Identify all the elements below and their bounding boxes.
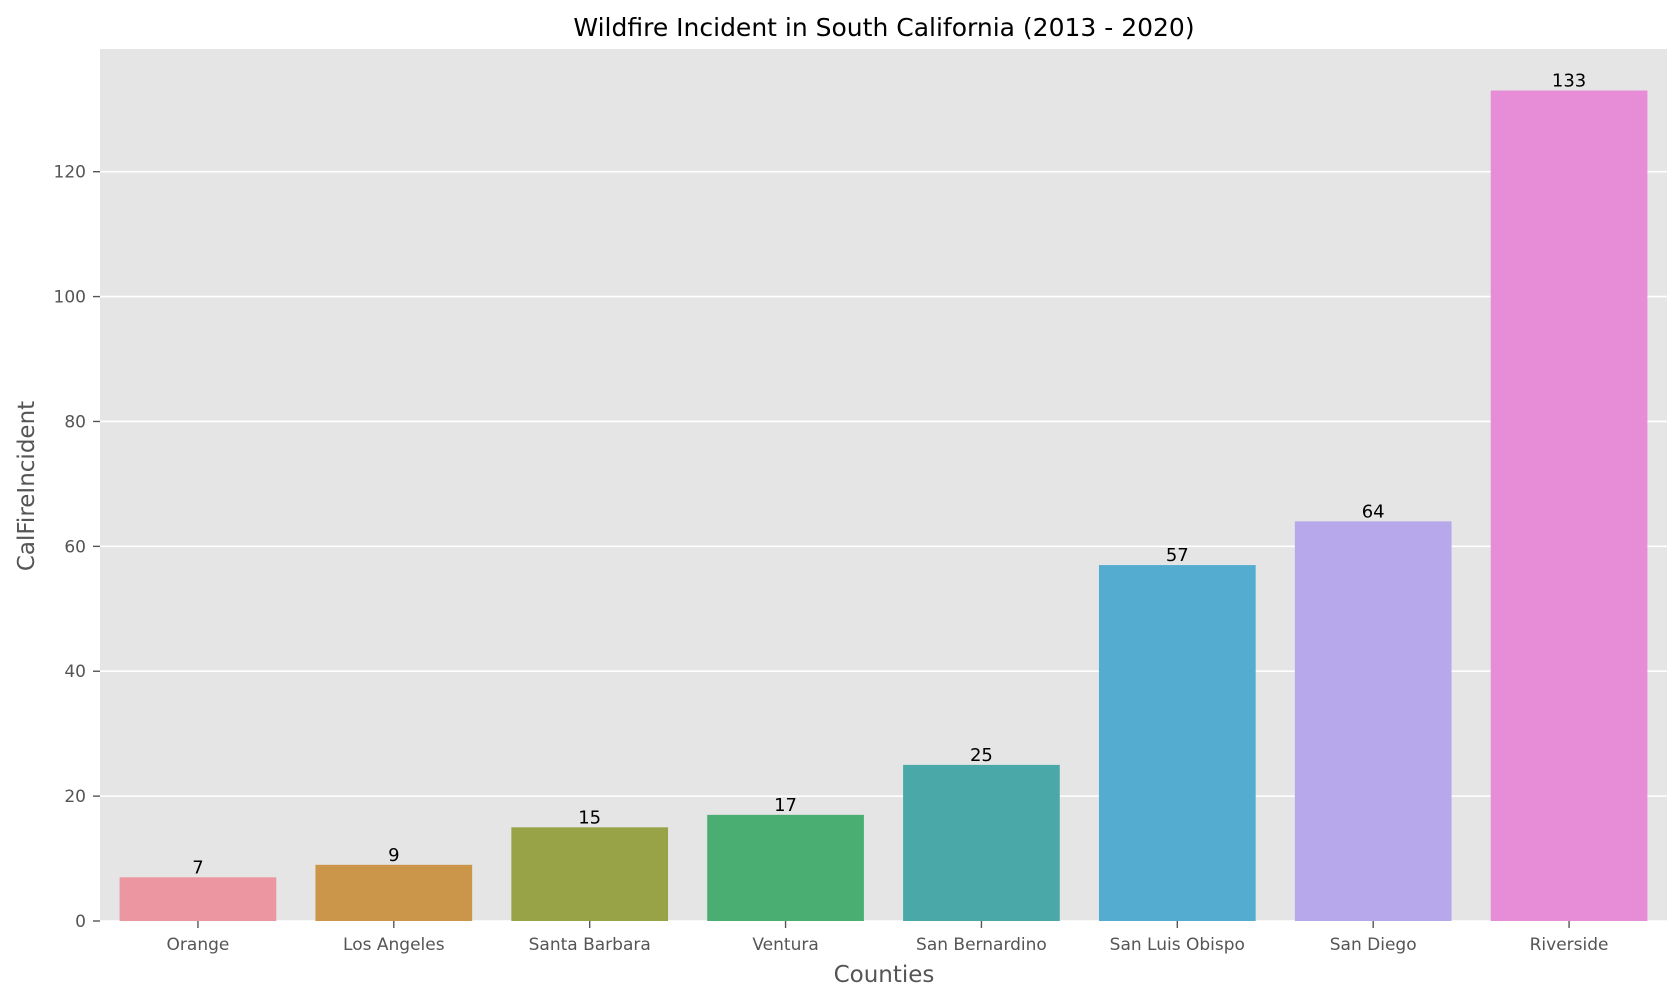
data-label: 133: [1552, 71, 1586, 92]
data-label: 25: [970, 745, 993, 766]
bar-santa-barbara: [511, 827, 669, 921]
data-labels: 7 9 15 17 25 57 64 133: [192, 71, 1586, 879]
data-label: 57: [1166, 545, 1189, 566]
x-tick-label: San Bernardino: [916, 935, 1047, 955]
y-tick-label: 80: [64, 412, 86, 432]
data-label: 7: [192, 857, 203, 878]
bar-san-luis-obispo: [1098, 565, 1256, 921]
x-tick-label: Ventura: [752, 935, 818, 955]
x-tick-label: San Diego: [1330, 935, 1417, 955]
bar-riverside: [1490, 90, 1648, 922]
y-axis: 0 20 40 60 80 100 120: [54, 163, 100, 932]
x-tick-label: San Luis Obispo: [1110, 935, 1245, 955]
data-label: 17: [774, 795, 797, 816]
data-label: 9: [388, 845, 399, 866]
y-tick-label: 100: [54, 288, 86, 308]
bar-san-bernardino: [903, 764, 1060, 921]
bar-orange: [119, 877, 277, 921]
bar-los-angeles: [315, 864, 473, 921]
x-tick-label: Los Angeles: [343, 935, 445, 955]
x-axis-label: Counties: [834, 962, 935, 988]
y-tick-label: 120: [54, 163, 86, 183]
x-tick-label: Santa Barbara: [529, 935, 651, 955]
bar-ventura: [707, 814, 864, 921]
data-label: 64: [1362, 501, 1385, 522]
x-axis: Orange Los Angeles Santa Barbara Ventura San…: [167, 921, 1609, 955]
y-tick-label: 0: [75, 912, 86, 932]
y-tick-label: 60: [64, 537, 86, 557]
bars: [119, 90, 1648, 922]
y-tick-label: 20: [64, 787, 86, 807]
x-tick-label: Orange: [167, 935, 230, 955]
y-tick-label: 40: [64, 662, 86, 682]
data-label: 15: [578, 807, 601, 828]
chart-title: Wildfire Incident in South California (2…: [573, 13, 1194, 42]
x-tick-label: Riverside: [1530, 935, 1609, 955]
bar-san-diego: [1294, 521, 1452, 921]
y-axis-label: CalFireIncident: [14, 401, 40, 571]
